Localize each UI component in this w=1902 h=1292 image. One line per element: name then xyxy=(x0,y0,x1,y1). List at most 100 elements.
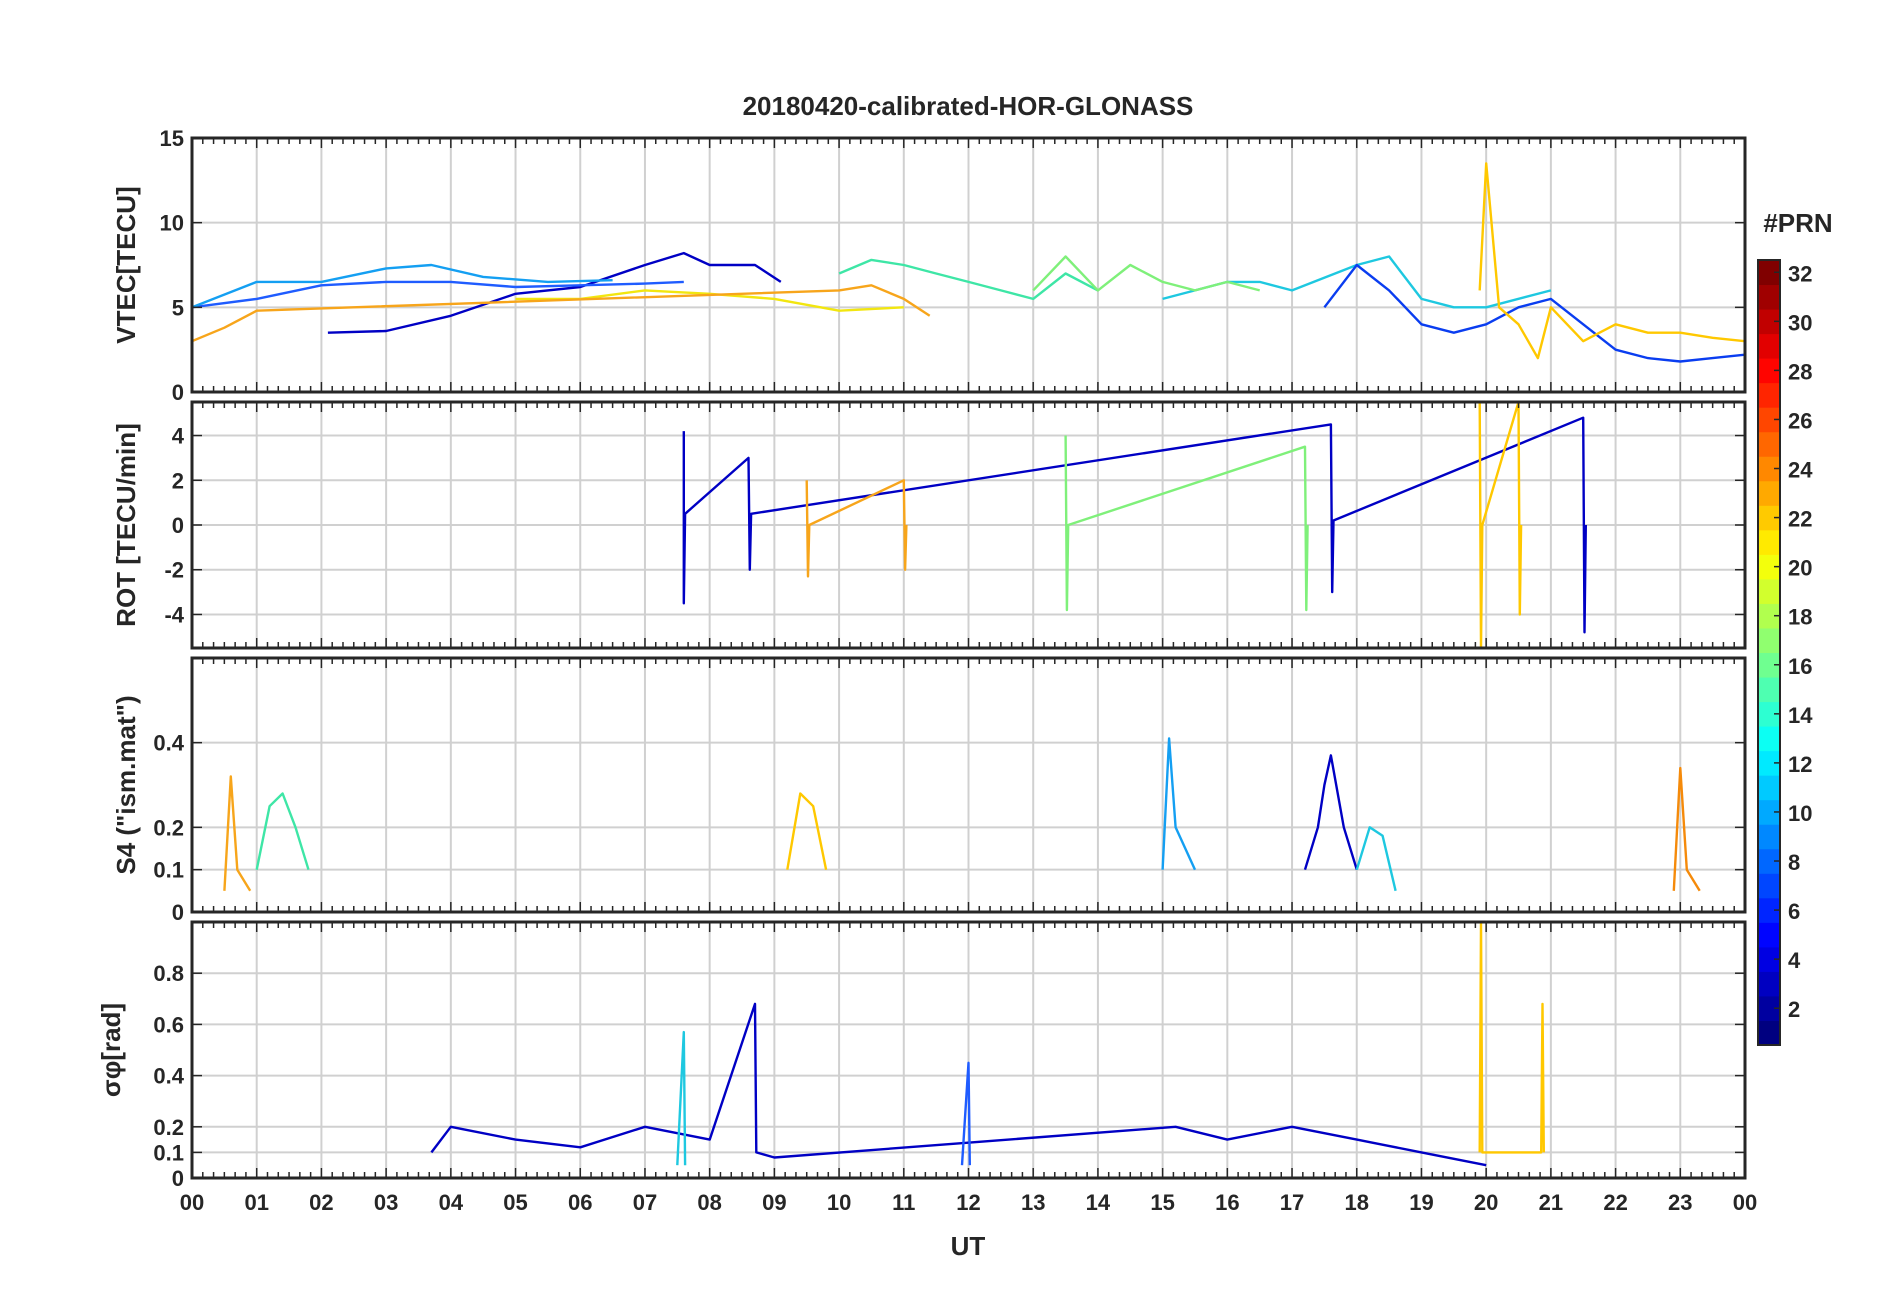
colorbar-segment xyxy=(1758,529,1780,555)
x-tick-label: 04 xyxy=(439,1190,464,1215)
colorbar-segment xyxy=(1758,995,1780,1021)
colorbar-segment xyxy=(1758,431,1780,457)
colorbar-segment xyxy=(1758,578,1780,604)
axes-frame xyxy=(190,400,1747,650)
series-prn-23 xyxy=(805,479,908,578)
chart-title: 20180420-calibrated-HOR-GLONASS xyxy=(743,91,1194,121)
x-tick-label: 00 xyxy=(1733,1190,1757,1215)
y-tick-label: 0 xyxy=(172,900,184,925)
panel-rot: -4 -2 0 2 4 ROT [TECU/min] xyxy=(111,400,1747,650)
x-tick-label: 07 xyxy=(633,1190,657,1215)
series-prn-6 xyxy=(960,1061,971,1166)
colorbar-segment xyxy=(1758,971,1780,997)
colorbar-segment xyxy=(1758,603,1780,629)
y-tick-label: 15 xyxy=(160,126,184,151)
colorbar-segment xyxy=(1758,260,1780,286)
y-axis-label: σφ[rad] xyxy=(96,1003,126,1097)
y-tick-label: 5 xyxy=(172,295,184,320)
x-tick-label: 16 xyxy=(1215,1190,1239,1215)
colorbar-segment xyxy=(1758,726,1780,752)
series-prn-2 xyxy=(682,416,1587,634)
x-tick-label: 05 xyxy=(503,1190,527,1215)
series-prn-16 xyxy=(1032,255,1261,292)
series-prn-21 xyxy=(1478,402,1523,648)
colorbar-segment xyxy=(1758,824,1780,850)
colorbar-segment xyxy=(1758,799,1780,825)
series-prn-12 xyxy=(676,1030,687,1166)
x-tick-label: 00 xyxy=(180,1190,204,1215)
colorbar-segment xyxy=(1758,873,1780,899)
colorbar-segment xyxy=(1758,407,1780,433)
colorbar-segment xyxy=(1758,1020,1780,1046)
x-axis-label: UT xyxy=(951,1231,986,1261)
y-tick-label: 0.2 xyxy=(153,1115,184,1140)
colorbar-tick-label: 18 xyxy=(1788,605,1812,630)
x-tick-label: 08 xyxy=(697,1190,721,1215)
x-tick-label: 12 xyxy=(956,1190,980,1215)
colorbar-tick-label: 12 xyxy=(1788,752,1812,777)
series-group xyxy=(223,737,1701,892)
series-prn-10 xyxy=(192,263,613,309)
y-tick-label: 0.4 xyxy=(153,1064,184,1089)
series-prn-14 xyxy=(838,258,1099,301)
panel-s4: 0 0.1 0.2 0.4 S4 ("ism.mat") xyxy=(111,656,1747,925)
x-tick-label: 03 xyxy=(374,1190,398,1215)
y-tick-label: 4 xyxy=(172,424,185,449)
series-prn-23 xyxy=(223,775,252,892)
x-tick-label: 22 xyxy=(1603,1190,1627,1215)
y-tick-label: 0 xyxy=(172,380,184,405)
y-tick-label: 0.1 xyxy=(153,858,184,883)
colorbar-tick-label: 22 xyxy=(1788,507,1812,532)
y-tick-label: 0.4 xyxy=(153,731,184,756)
x-tick-label: 14 xyxy=(1086,1190,1111,1215)
x-tick-label: 15 xyxy=(1150,1190,1174,1215)
y-axis-label: VTEC[TECU] xyxy=(111,186,141,343)
colorbar-segment xyxy=(1758,848,1780,874)
y-tick-label: 0.8 xyxy=(153,961,184,986)
colorbar-segment xyxy=(1758,505,1780,531)
series-prn-24 xyxy=(1672,766,1701,892)
colorbar-segment xyxy=(1758,652,1780,678)
y-tick-label: 2 xyxy=(172,468,184,493)
y-tick-label: 0.6 xyxy=(153,1012,184,1037)
colorbar-segment xyxy=(1758,701,1780,727)
x-tick-label: 18 xyxy=(1345,1190,1369,1215)
series-prn-2 xyxy=(430,1002,1487,1167)
colorbar-tick-label: 32 xyxy=(1788,261,1812,286)
colorbar-segment xyxy=(1758,480,1780,506)
y-tick-label: 0.2 xyxy=(153,815,184,840)
y-tick-label: 0 xyxy=(172,513,184,538)
colorbar-segment xyxy=(1758,333,1780,359)
y-tick-label: 10 xyxy=(160,211,184,236)
series-prn-2 xyxy=(327,251,782,334)
x-tick-label: 19 xyxy=(1409,1190,1433,1215)
colorbar-tick-label: 4 xyxy=(1788,948,1801,973)
colorbar-segment xyxy=(1758,382,1780,408)
series-prn-6 xyxy=(192,280,684,309)
x-tick-label: 02 xyxy=(309,1190,333,1215)
colorbar-segment xyxy=(1758,775,1780,801)
x-tick-label: 06 xyxy=(568,1190,592,1215)
colorbar-tick-label: 16 xyxy=(1788,654,1812,679)
x-tick-label: 13 xyxy=(1021,1190,1045,1215)
colorbar-segment xyxy=(1758,750,1780,776)
colorbar-tick-label: 20 xyxy=(1788,556,1812,581)
y-tick-label: -2 xyxy=(164,558,184,583)
axes-frame xyxy=(190,136,1747,394)
y-tick-label: 0.1 xyxy=(153,1140,184,1165)
x-tick-label: 21 xyxy=(1539,1190,1563,1215)
colorbar-tick-label: 24 xyxy=(1788,458,1813,483)
colorbar-segment xyxy=(1758,358,1780,384)
colorbar-tick-label: 26 xyxy=(1788,408,1812,433)
x-tick-label: 23 xyxy=(1668,1190,1692,1215)
x-tick-label: 10 xyxy=(827,1190,851,1215)
series-prn-2 xyxy=(1303,754,1358,871)
series-prn-12 xyxy=(1355,826,1397,892)
colorbar-segment xyxy=(1758,922,1780,948)
series-prn-21 xyxy=(1478,162,1745,360)
colorbar-segment xyxy=(1758,627,1780,653)
colorbar-segment xyxy=(1758,456,1780,482)
